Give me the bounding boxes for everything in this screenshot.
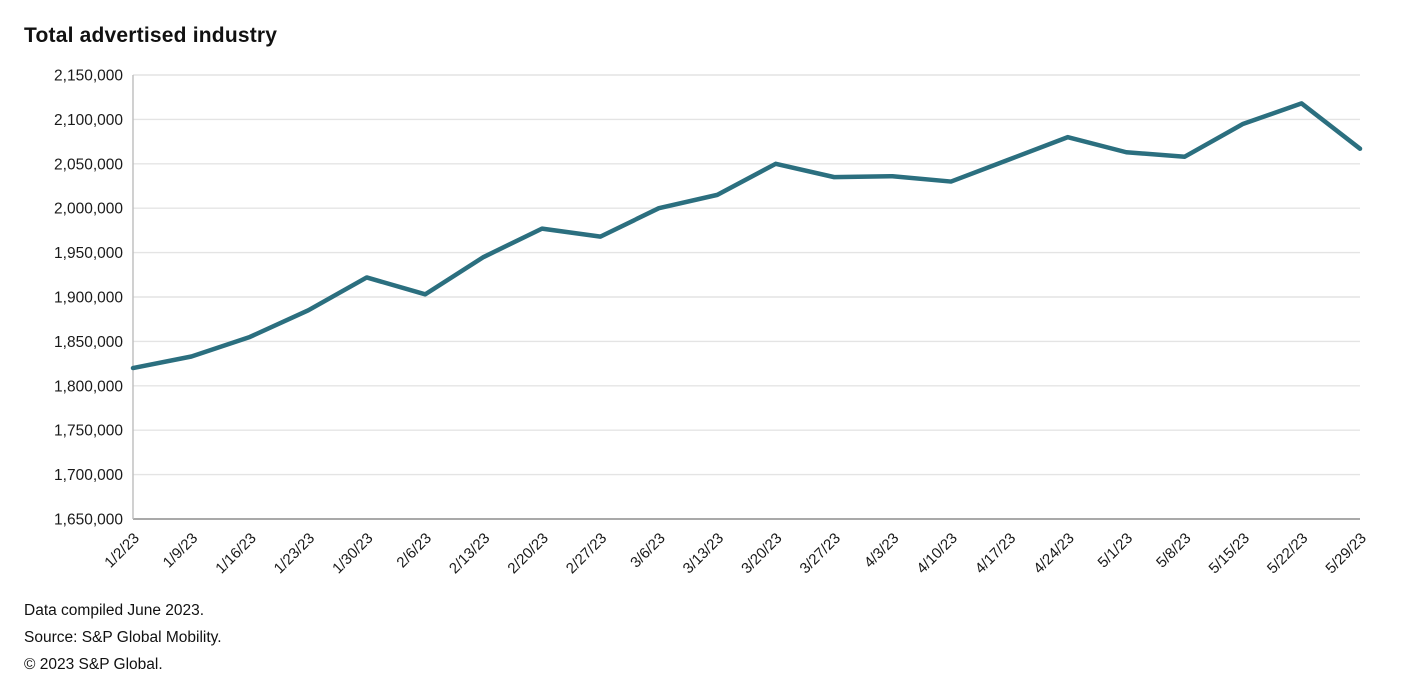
y-axis-tick-label: 1,700,000 bbox=[54, 467, 123, 484]
x-axis-tick-label: 2/27/23 bbox=[563, 530, 610, 577]
x-axis-tick-label: 3/13/23 bbox=[680, 530, 727, 577]
x-axis-tick-label: 1/9/23 bbox=[160, 530, 202, 572]
x-axis-tick-label: 5/15/23 bbox=[1206, 530, 1253, 577]
x-axis-tick-label: 3/20/23 bbox=[738, 530, 785, 577]
x-axis-tick-label: 5/22/23 bbox=[1264, 530, 1311, 577]
x-axis-tick-label: 5/8/23 bbox=[1153, 530, 1195, 572]
y-axis-tick-label: 2,150,000 bbox=[54, 68, 123, 85]
y-axis-tick-label: 2,000,000 bbox=[54, 201, 123, 218]
x-axis-tick-label: 4/17/23 bbox=[972, 530, 1019, 577]
y-axis-tick-label: 2,050,000 bbox=[54, 156, 123, 173]
line-chart: 2,150,000 2,100,000 2,050,000 2,000,000 1,95… bbox=[54, 68, 1370, 578]
y-axis-tick-label: 1,800,000 bbox=[54, 378, 123, 395]
x-axis-tick-label: 2/6/23 bbox=[393, 530, 435, 572]
x-axis-tick-label: 5/1/23 bbox=[1095, 530, 1137, 572]
footnote-compiled: Data compiled June 2023. bbox=[24, 602, 205, 619]
x-axis-tick-label: 3/27/23 bbox=[797, 530, 844, 577]
x-axis-tick-label: 5/29/23 bbox=[1322, 530, 1369, 577]
chart-title: Total advertised industry bbox=[24, 24, 278, 47]
footnote-copyright: © 2023 S&P Global. bbox=[24, 656, 163, 673]
footnote-source: Source: S&P Global Mobility. bbox=[24, 629, 222, 646]
x-axis-tick-label: 4/3/23 bbox=[861, 530, 903, 572]
y-axis-tick-label: 1,750,000 bbox=[54, 423, 123, 440]
series-line bbox=[130, 101, 1363, 371]
x-axis-tick-label: 1/2/23 bbox=[101, 530, 143, 572]
x-axis-tick-label: 2/13/23 bbox=[446, 530, 493, 577]
x-axis-tick-label: 2/20/23 bbox=[504, 530, 551, 577]
chart-footnotes: Data compiled June 2023. Source: S&P Glo… bbox=[24, 597, 222, 678]
x-axis-tick-label: 1/16/23 bbox=[212, 530, 259, 577]
y-axis-tick-label: 1,850,000 bbox=[54, 334, 123, 351]
x-axis-tick-label: 1/23/23 bbox=[271, 530, 318, 577]
y-axis-tick-label: 1,900,000 bbox=[54, 290, 123, 307]
y-axis-tick-label: 1,650,000 bbox=[54, 512, 123, 529]
x-axis-tick-label: 3/6/23 bbox=[627, 530, 669, 572]
y-axis-tick-label: 2,100,000 bbox=[54, 112, 123, 129]
x-axis-tick-label: 1/30/23 bbox=[329, 530, 376, 577]
x-axis-tick-label: 4/24/23 bbox=[1030, 530, 1077, 577]
y-axis-tick-label: 1,950,000 bbox=[54, 245, 123, 262]
x-axis-tick-label: 4/10/23 bbox=[913, 530, 960, 577]
